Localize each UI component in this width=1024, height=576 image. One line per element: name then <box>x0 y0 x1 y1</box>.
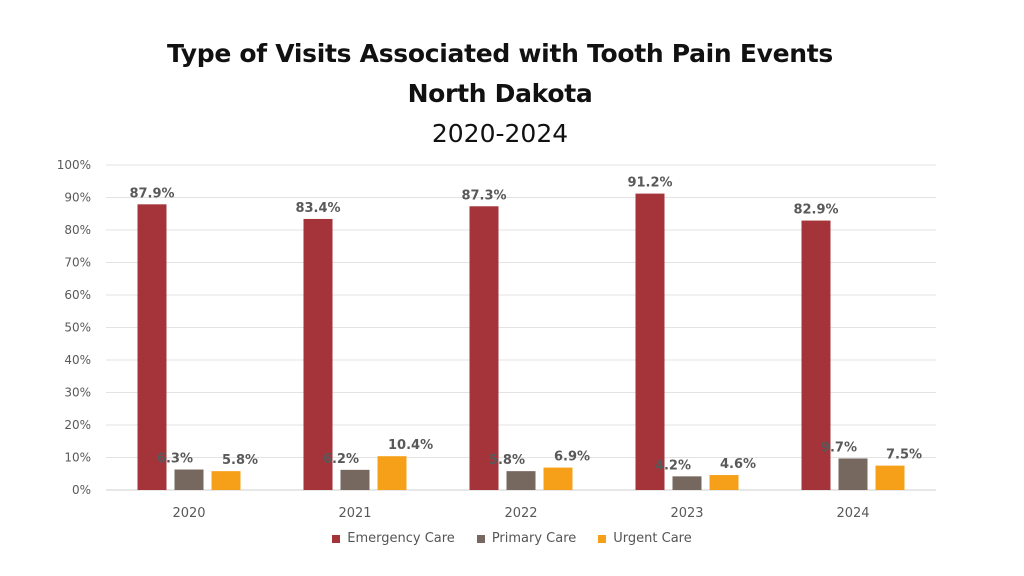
bar <box>875 465 905 490</box>
x-tick-label: 2022 <box>504 506 537 521</box>
data-label: 4.6% <box>720 457 756 472</box>
data-label: 83.4% <box>295 201 340 216</box>
bar <box>543 467 573 490</box>
bar <box>303 218 333 490</box>
legend-swatch <box>476 534 485 543</box>
data-label: 5.8% <box>222 453 258 468</box>
data-label: 6.2% <box>323 452 359 467</box>
bar <box>340 469 370 490</box>
data-label: 10.4% <box>388 438 433 453</box>
bar <box>377 456 407 490</box>
bar <box>137 204 167 490</box>
data-label: 7.5% <box>886 448 922 463</box>
y-tick-label: 0% <box>72 483 91 497</box>
data-label: 91.2% <box>627 176 672 191</box>
data-label: 87.9% <box>129 186 174 201</box>
bar <box>211 471 241 490</box>
data-label: 6.3% <box>157 452 193 467</box>
y-tick-label: 70% <box>64 256 91 270</box>
bar <box>635 193 665 490</box>
chart-legend: Emergency Care Primary Care Urgent Care <box>0 531 1024 546</box>
data-label: 5.8% <box>489 453 525 468</box>
chart-year-range: 2020-2024 <box>431 119 569 148</box>
y-tick-label: 20% <box>64 418 91 432</box>
bar <box>801 220 831 490</box>
legend-item-urgent-care: Urgent Care <box>598 531 692 546</box>
y-tick-label: 60% <box>64 288 91 302</box>
x-tick-label: 2020 <box>172 506 205 521</box>
x-tick-label: 2023 <box>670 506 703 521</box>
y-tick-label: 40% <box>64 353 91 367</box>
y-tick-label: 100% <box>57 158 91 172</box>
data-label: 4.2% <box>655 458 691 473</box>
data-label: 9.7% <box>821 440 857 455</box>
legend-label: Urgent Care <box>613 531 692 546</box>
bar <box>174 469 204 490</box>
y-tick-label: 30% <box>64 386 91 400</box>
data-label: 82.9% <box>793 203 838 218</box>
x-tick-label: 2024 <box>836 506 869 521</box>
data-label: 6.9% <box>554 450 590 465</box>
data-label: 87.3% <box>461 188 506 203</box>
bar <box>469 206 499 490</box>
bar <box>672 476 702 490</box>
bar <box>838 458 868 490</box>
chart-subtitle: North Dakota <box>407 79 593 108</box>
legend-swatch <box>598 534 607 543</box>
bar <box>709 475 739 490</box>
legend-swatch <box>332 534 341 543</box>
legend-label: Emergency Care <box>347 531 455 546</box>
y-tick-label: 10% <box>64 451 91 465</box>
chart-title: Type of Visits Associated with Tooth Pai… <box>166 39 833 68</box>
bar <box>506 471 536 490</box>
y-tick-label: 50% <box>64 321 91 335</box>
y-tick-label: 90% <box>64 191 91 205</box>
legend-item-primary-care: Primary Care <box>476 531 577 546</box>
y-tick-label: 80% <box>64 223 91 237</box>
x-tick-label: 2021 <box>338 506 371 521</box>
chart-title-block: Type of Visits Associated with Tooth Pai… <box>0 34 1000 154</box>
legend-label: Primary Care <box>491 531 577 546</box>
legend-item-emergency-care: Emergency Care <box>332 531 455 546</box>
